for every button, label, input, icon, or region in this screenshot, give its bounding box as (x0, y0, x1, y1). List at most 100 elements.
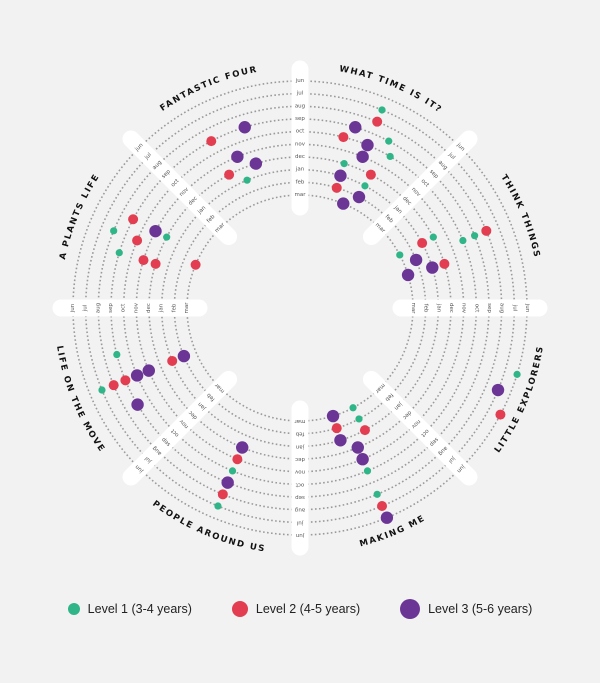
data-point-level-3 (409, 253, 423, 267)
month-tick-sep: sep (486, 303, 492, 313)
month-tick-sep: sep (295, 116, 305, 122)
data-point-level-3 (238, 121, 251, 134)
data-point-level-1 (113, 350, 121, 359)
data-point-level-3 (491, 383, 505, 397)
data-point-level-1 (228, 467, 237, 475)
data-point-level-2 (338, 132, 349, 143)
month-tick-mar: mar (294, 418, 306, 424)
month-tick-nov: nov (410, 418, 422, 430)
legend: Level 1 (3-4 years) Level 2 (4-5 years) … (0, 596, 600, 622)
month-tick-jun: jun (70, 303, 76, 313)
data-point-level-2 (167, 355, 178, 366)
legend-label-level-1: Level 1 (3-4 years) (87, 602, 192, 616)
month-tick-nov: nov (410, 187, 422, 199)
month-tick-jan: jan (197, 400, 208, 411)
data-point-level-2 (481, 225, 492, 236)
sector-dividers (52, 60, 548, 556)
data-point-level-2 (217, 489, 228, 500)
month-tick-feb: feb (295, 431, 304, 437)
month-tick-mar: mar (184, 302, 190, 314)
sector-divider (362, 370, 478, 486)
theme-label-a-plants-life: A PLANTS LIFE (58, 172, 102, 261)
data-point-level-3 (249, 157, 263, 170)
month-tick-labels: junjulaugsepoctnovdecjanfebmarjunjulaugs… (70, 78, 530, 538)
data-point-level-3 (352, 190, 366, 204)
data-point-level-3 (142, 364, 155, 377)
data-point-level-2 (224, 169, 235, 180)
month-tick-oct: oct (473, 304, 479, 313)
legend-swatch-level-2 (231, 601, 248, 617)
month-tick-sep: sep (428, 169, 439, 180)
theme-label-what-time-is-it: WHAT TIME IS IT? (338, 64, 443, 115)
month-tick-jan: jan (159, 303, 165, 313)
month-tick-jul: jul (511, 304, 517, 312)
month-tick-oct: oct (420, 178, 431, 189)
theme-label-people-around-us: PEOPLE AROUND US (150, 499, 266, 555)
month-tick-dec: dec (401, 409, 412, 420)
sector-divider (362, 130, 478, 246)
data-point-level-3 (337, 197, 350, 210)
data-point-level-1 (513, 370, 521, 378)
data-point-level-3 (236, 441, 249, 454)
data-point-level-3 (231, 150, 244, 163)
month-tick-aug: aug (499, 303, 505, 313)
month-tick-sep: sep (108, 303, 114, 313)
month-tick-jan: jan (435, 303, 441, 313)
month-tick-nov: nov (179, 186, 191, 198)
month-tick-jun: jun (134, 463, 145, 474)
theme-label-think-things: THINK THINGS (498, 173, 541, 259)
month-tick-oct: oct (295, 481, 304, 487)
sector-divider (122, 370, 238, 486)
month-tick-jun: jun (295, 532, 305, 538)
data-point-level-2 (372, 116, 383, 127)
data-point-level-1 (429, 233, 437, 241)
month-tick-nov: nov (294, 469, 305, 475)
month-tick-aug: aug (95, 303, 101, 313)
data-point-level-2 (206, 136, 217, 147)
month-tick-dec: dec (448, 303, 454, 313)
month-tick-jul: jul (144, 455, 154, 465)
month-tick-jun: jun (455, 142, 466, 153)
data-point-level-1 (363, 467, 372, 475)
data-point-level-2 (132, 235, 143, 246)
month-tick-jul: jul (447, 454, 457, 464)
month-tick-sep: sep (428, 436, 439, 447)
legend-item-level-2: Level 2 (4-5 years) (231, 601, 361, 617)
month-tick-jan: jan (196, 205, 207, 216)
month-tick-jul: jul (446, 151, 456, 161)
month-tick-jul: jul (83, 304, 89, 312)
month-tick-aug: aug (152, 160, 164, 172)
month-tick-oct: oct (170, 178, 181, 189)
month-tick-sep: sep (161, 168, 172, 179)
data-point-level-2 (331, 182, 342, 193)
month-tick-jul: jul (296, 519, 304, 525)
month-tick-nov: nov (178, 418, 190, 430)
month-tick-jan: jan (295, 167, 305, 173)
month-tick-oct: oct (419, 428, 430, 439)
data-point-level-1 (361, 182, 369, 190)
month-tick-feb: feb (384, 214, 395, 225)
data-point-level-1 (349, 404, 357, 412)
legend-label-level-2: Level 2 (4-5 years) (255, 602, 361, 616)
month-tick-dec: dec (295, 456, 305, 462)
month-tick-feb: feb (423, 304, 429, 313)
legend-label-level-3: Level 3 (5-6 years) (428, 602, 533, 616)
month-tick-nov: nov (133, 302, 139, 313)
data-point-level-1 (110, 227, 118, 235)
data-point-level-3 (334, 434, 347, 447)
data-point-level-1 (459, 236, 467, 245)
data-point-level-3 (326, 409, 340, 423)
data-point-level-1 (163, 233, 171, 241)
month-tick-jan: jan (295, 443, 305, 449)
month-tick-jan: jan (392, 204, 403, 215)
month-tick-dec: dec (188, 196, 199, 207)
month-tick-mar: mar (295, 192, 307, 198)
data-point-level-3 (130, 369, 144, 382)
data-point-level-1 (471, 232, 479, 240)
data-point-level-1 (396, 251, 404, 259)
month-tick-feb: feb (206, 214, 217, 225)
data-point-level-3 (351, 441, 364, 454)
month-tick-dec: dec (295, 154, 305, 160)
month-tick-jan: jan (392, 400, 403, 411)
